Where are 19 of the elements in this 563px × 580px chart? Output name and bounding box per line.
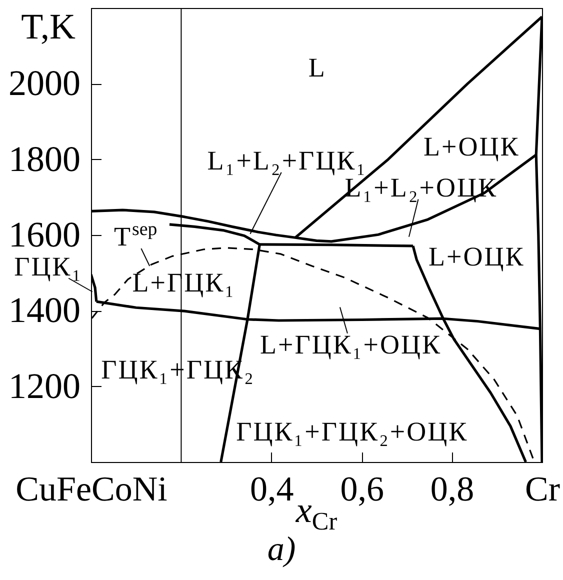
x-tick-label: CuFeCoNi	[16, 470, 168, 508]
text: a)	[267, 531, 296, 568]
y-tick-label: 2000	[8, 63, 80, 104]
annotation: L+ОЦК	[424, 131, 520, 162]
y-tick-label: 1800	[8, 138, 80, 179]
x-tick-label: 0,6	[340, 470, 384, 508]
x-tick-label: 0,8	[430, 470, 474, 508]
x-axis-title: x$_{Cr}$	[296, 490, 338, 536]
x-tick-label: Cr	[525, 470, 560, 508]
x-tick-label: 0,4	[250, 470, 294, 508]
annotation: L	[308, 52, 326, 82]
y-tick-label: 1200	[8, 366, 80, 406]
annotation: L₁+L₂+ГЦК₁	[207, 145, 368, 176]
annotation: L+ГЦК₁+ОЦК	[260, 329, 442, 360]
annotation: T$^{sep}$	[114, 219, 158, 252]
y-tick-label: 1400	[8, 290, 80, 330]
y-axis-title: T,K	[21, 6, 76, 46]
annotation: L+ОЦК	[428, 241, 525, 272]
annotation: ГЦК₁+ГЦК₂+ОЦК	[236, 416, 468, 447]
